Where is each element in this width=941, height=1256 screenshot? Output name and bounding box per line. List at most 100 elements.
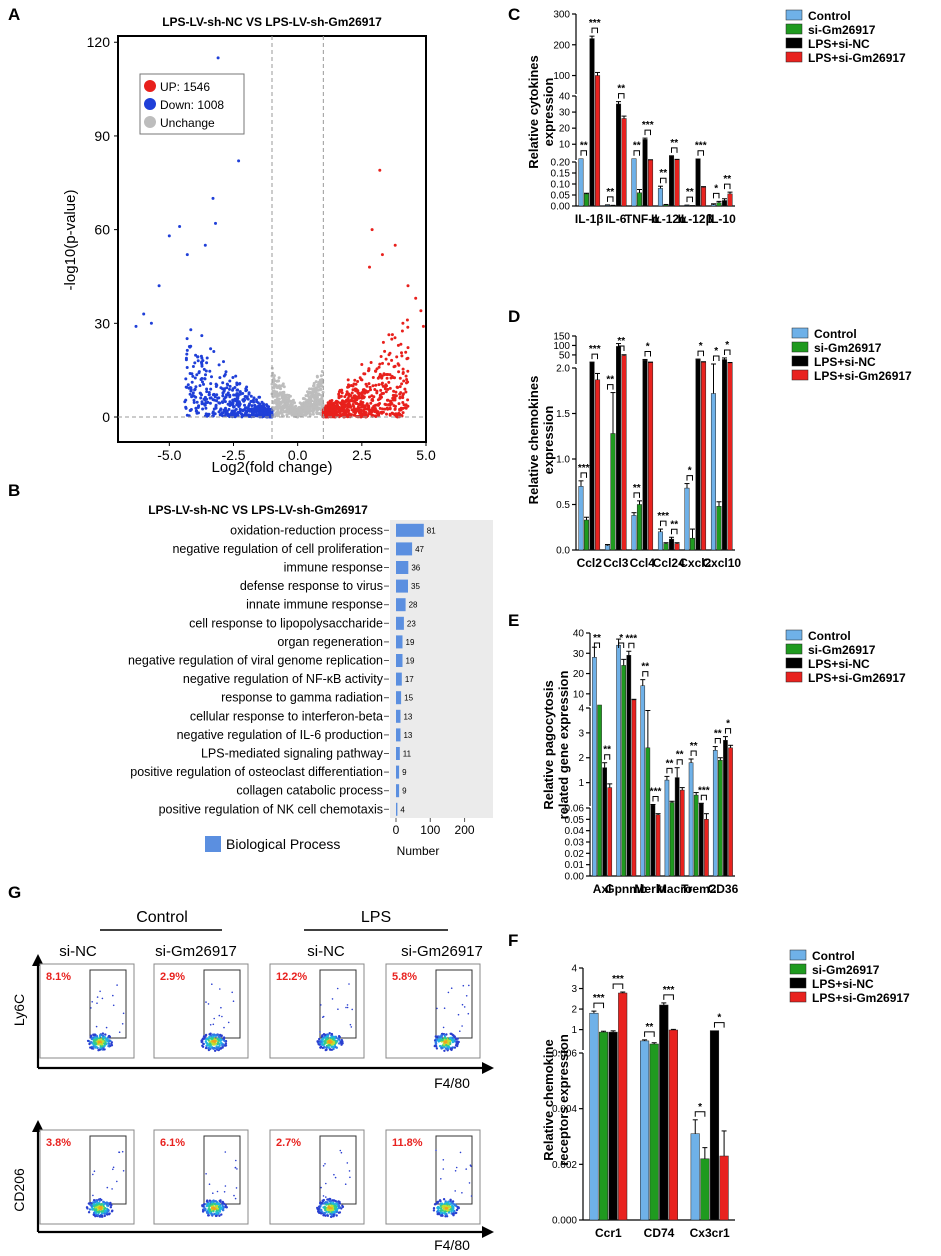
volcano-point bbox=[361, 405, 364, 409]
flow-event bbox=[348, 983, 350, 985]
volcano-x-tick-label: -2.5 bbox=[221, 447, 245, 463]
volcano-point bbox=[375, 391, 379, 395]
volcano-point bbox=[393, 376, 396, 380]
volcano-point bbox=[346, 378, 350, 382]
volcano-point bbox=[406, 325, 410, 329]
volcano-point bbox=[233, 393, 237, 397]
bar bbox=[668, 1029, 678, 1221]
flow-event bbox=[335, 1207, 338, 1211]
volcano-point bbox=[369, 411, 372, 415]
flow-event bbox=[210, 1213, 213, 1216]
volcano-point bbox=[397, 370, 401, 374]
flow-event bbox=[332, 1040, 335, 1044]
flow-event bbox=[100, 1048, 104, 1051]
y-tick-label: 20 bbox=[573, 669, 585, 680]
go-term-label: defense response to virus bbox=[240, 579, 383, 593]
volcano-point bbox=[400, 354, 404, 358]
volcano-point bbox=[404, 406, 408, 410]
flow-event bbox=[105, 1026, 108, 1029]
flow-event bbox=[207, 1214, 210, 1217]
volcano-point bbox=[306, 398, 310, 402]
volcano-point bbox=[383, 407, 387, 411]
bar bbox=[636, 504, 642, 551]
flow-event bbox=[449, 1208, 452, 1211]
volcano-point bbox=[356, 391, 360, 395]
go-bar bbox=[396, 784, 400, 798]
significance-mark: ** bbox=[723, 174, 731, 185]
volcano-point bbox=[385, 398, 389, 402]
volcano-point bbox=[188, 372, 192, 375]
volcano-point bbox=[247, 413, 251, 417]
volcano-point bbox=[342, 407, 346, 411]
go-term-label: collagen catabolic process bbox=[236, 784, 383, 798]
flow-event bbox=[443, 1045, 446, 1049]
flow-event bbox=[443, 1212, 446, 1215]
bar bbox=[631, 158, 637, 207]
bar bbox=[583, 193, 589, 207]
category-label: Cxcl2 bbox=[679, 556, 711, 570]
volcano-point bbox=[281, 393, 284, 397]
category-label: IL-12β bbox=[678, 212, 713, 226]
volcano-point bbox=[362, 372, 366, 376]
volcano-point bbox=[404, 390, 408, 394]
legend-unchange-dot bbox=[144, 116, 156, 128]
volcano-x-tick-label: 2.5 bbox=[352, 447, 372, 463]
volcano-point bbox=[250, 404, 254, 408]
flow-event bbox=[109, 1044, 112, 1048]
volcano-point bbox=[361, 415, 365, 418]
flow-event bbox=[451, 1036, 454, 1040]
flow-event bbox=[208, 1035, 211, 1039]
flow-event bbox=[320, 1004, 322, 1006]
legend-up-dot bbox=[144, 80, 156, 92]
flow-event bbox=[340, 1043, 343, 1046]
flow-event bbox=[218, 1035, 221, 1039]
bar bbox=[728, 747, 733, 877]
flow-x-arrow bbox=[482, 1062, 494, 1074]
bar bbox=[709, 1030, 720, 1221]
volcano-point bbox=[183, 400, 187, 404]
flow-event bbox=[336, 1037, 339, 1040]
go-count: 9 bbox=[402, 787, 407, 796]
volcano-point bbox=[217, 396, 221, 400]
flow-event bbox=[231, 991, 233, 994]
flow-event bbox=[92, 1199, 96, 1202]
significance-bracket bbox=[700, 794, 707, 801]
bar bbox=[689, 537, 695, 551]
volcano-point bbox=[167, 234, 171, 238]
volcano-point bbox=[193, 361, 197, 365]
volcano-point bbox=[237, 159, 241, 163]
flow-event bbox=[444, 1204, 447, 1208]
flow-event bbox=[95, 1034, 99, 1038]
flow-event bbox=[220, 1206, 223, 1210]
flow-event bbox=[118, 1031, 121, 1033]
volcano-point bbox=[405, 378, 409, 381]
volcano-point bbox=[380, 381, 384, 385]
flow-event bbox=[98, 1040, 101, 1044]
legend-swatch bbox=[785, 657, 803, 669]
volcano-point bbox=[276, 414, 280, 418]
flow-event bbox=[320, 1201, 324, 1205]
y-axis-label-line: expression bbox=[541, 406, 556, 475]
volcano-point bbox=[228, 393, 232, 397]
bar bbox=[626, 655, 632, 877]
volcano-point bbox=[405, 381, 408, 385]
flow-event bbox=[201, 1205, 204, 1208]
go-x-tick-label: 100 bbox=[420, 823, 440, 837]
volcano-point bbox=[254, 408, 258, 412]
volcano-point bbox=[224, 409, 228, 413]
volcano-point bbox=[260, 415, 264, 419]
volcano-point bbox=[232, 410, 236, 414]
flow-percent: 3.8% bbox=[46, 1137, 71, 1149]
flow-event bbox=[443, 1208, 446, 1211]
flow-event bbox=[100, 1202, 104, 1206]
flow-event bbox=[202, 1035, 206, 1038]
flow-y-label-row2: CD206 bbox=[11, 1168, 27, 1212]
volcano-point bbox=[185, 337, 189, 341]
flow-event bbox=[209, 1040, 212, 1044]
go-term-label: immune response bbox=[284, 561, 383, 575]
bar bbox=[649, 1043, 659, 1221]
flow-event bbox=[112, 994, 114, 997]
flow-event bbox=[334, 1045, 337, 1049]
go-term-label: oxidation-reduction process bbox=[230, 523, 383, 537]
volcano-point bbox=[308, 396, 312, 400]
